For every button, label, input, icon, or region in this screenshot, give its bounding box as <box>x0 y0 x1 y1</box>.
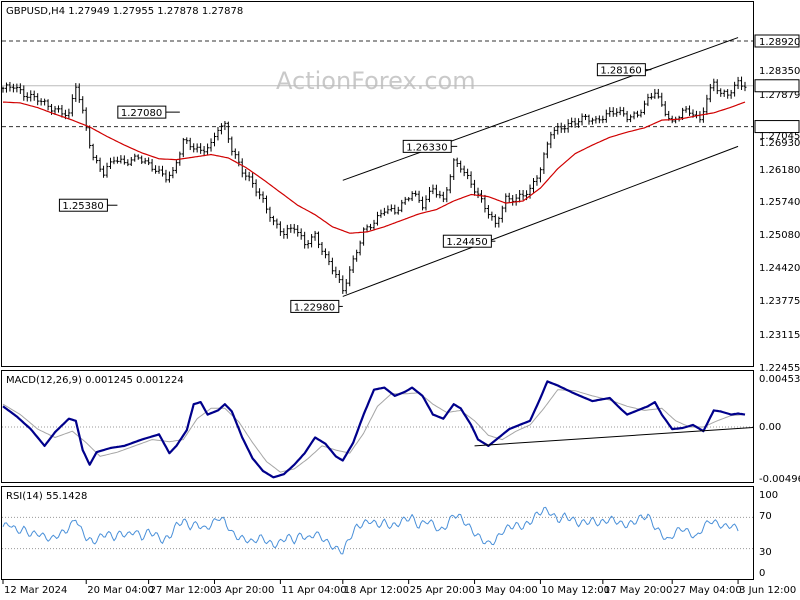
time-axis-label: 3 May 04:00 <box>476 585 538 596</box>
watermark: ActionForex.com <box>276 67 476 95</box>
macd-main-line <box>2 380 746 479</box>
rsi-y-tick: 100 <box>759 490 778 501</box>
rsi-line <box>2 506 739 555</box>
level-price-box <box>754 34 800 48</box>
macd-panel-header: MACD(12,26,9) 0.001245 0.001224 <box>6 375 184 386</box>
time-axis-label: 3 Apr 20:00 <box>216 585 275 596</box>
macd-signal-line <box>2 389 746 473</box>
price-y-tick: 1.27045 <box>759 131 800 142</box>
price-panel-frame <box>1 1 754 367</box>
macd-y-tick: 0.00 <box>759 422 781 433</box>
price-y-tick: 1.28350 <box>759 66 800 77</box>
rsi-y-axis: 100 70 30 0 <box>759 490 778 579</box>
time-axis-label: 11 Apr 04:00 <box>281 585 346 596</box>
macd-y-tick: 0.004533 <box>759 374 800 385</box>
price-y-tick: 1.25740 <box>759 197 800 208</box>
macd-y-tick: -0.00496 <box>759 474 800 485</box>
rsi-panel-frame <box>1 486 754 580</box>
trend-channel <box>342 37 739 297</box>
time-axis-label: 10 May 12:00 <box>541 585 610 596</box>
time-axis-label: 27 May 04:00 <box>673 585 742 596</box>
horizontal-levels <box>2 40 753 550</box>
current-price-box <box>754 79 800 93</box>
moving-average <box>3 101 746 234</box>
rsi-y-tick: 30 <box>759 547 772 558</box>
current-price-marker <box>754 34 800 134</box>
rsi-line <box>2 506 739 555</box>
time-axis-label: 20 Mar 04:00 <box>87 585 154 596</box>
candles <box>1 76 747 294</box>
rsi-panel-header: RSI(14) 55.1428 <box>6 491 87 502</box>
price-y-tick: 1.24420 <box>759 263 800 274</box>
price-y-tick: 1.23115 <box>759 330 800 341</box>
price-annotation-label: 1.22980 <box>294 302 335 313</box>
time-axis-label: 12 Mar 2024 <box>4 585 67 596</box>
level-price-box <box>754 120 800 134</box>
time-axis-label: 27 Mar 12:00 <box>150 585 217 596</box>
macd-lines <box>2 380 754 479</box>
price-annotation-label: 1.28160 <box>600 66 641 77</box>
price-annotation-label: 1.24450 <box>446 237 487 248</box>
price-panel-header: GBPUSD,H4 1.27949 1.27955 1.27878 1.2787… <box>6 6 243 17</box>
channel-upper-line <box>342 37 739 181</box>
price-annotation-label: 1.25380 <box>62 201 103 212</box>
price-y-tick: 1.27879 <box>759 90 800 101</box>
macd-panel-frame <box>1 370 754 483</box>
time-axis-label: 17 May 20:00 <box>604 585 673 596</box>
ma-line <box>3 101 746 234</box>
price-y-tick: 1.25080 <box>759 230 800 241</box>
price-y-tick: 1.23775 <box>759 296 800 307</box>
time-axis-label: 18 Apr 12:00 <box>344 585 409 596</box>
price-y-axis: 1.28920 1.28350 1.27879 1.27045 1.26930 … <box>759 37 800 374</box>
price-annotation-label: 1.26330 <box>406 142 447 153</box>
price-annotation-label: 1.27080 <box>121 108 162 119</box>
macd-y-axis: 0.004533 0.00 -0.00496 <box>759 374 800 485</box>
rsi-y-tick: 0 <box>759 568 765 579</box>
price-y-tick: 1.22455 <box>759 363 800 374</box>
time-axis-label: 3 Jun 12:00 <box>739 585 796 596</box>
price-y-tick: 1.26180 <box>759 165 800 176</box>
channel-lower-line <box>342 145 739 297</box>
macd-trendline <box>474 427 754 447</box>
rsi-y-tick: 70 <box>759 511 772 522</box>
time-axis-label: 25 Apr 20:00 <box>410 585 475 596</box>
price-y-tick: 1.26930 <box>759 138 800 149</box>
price-y-tick: 1.28920 <box>759 37 800 48</box>
price-annotations: 1.27080 1.25380 1.26330 1.22980 1.24450 1.281… <box>58 63 652 313</box>
